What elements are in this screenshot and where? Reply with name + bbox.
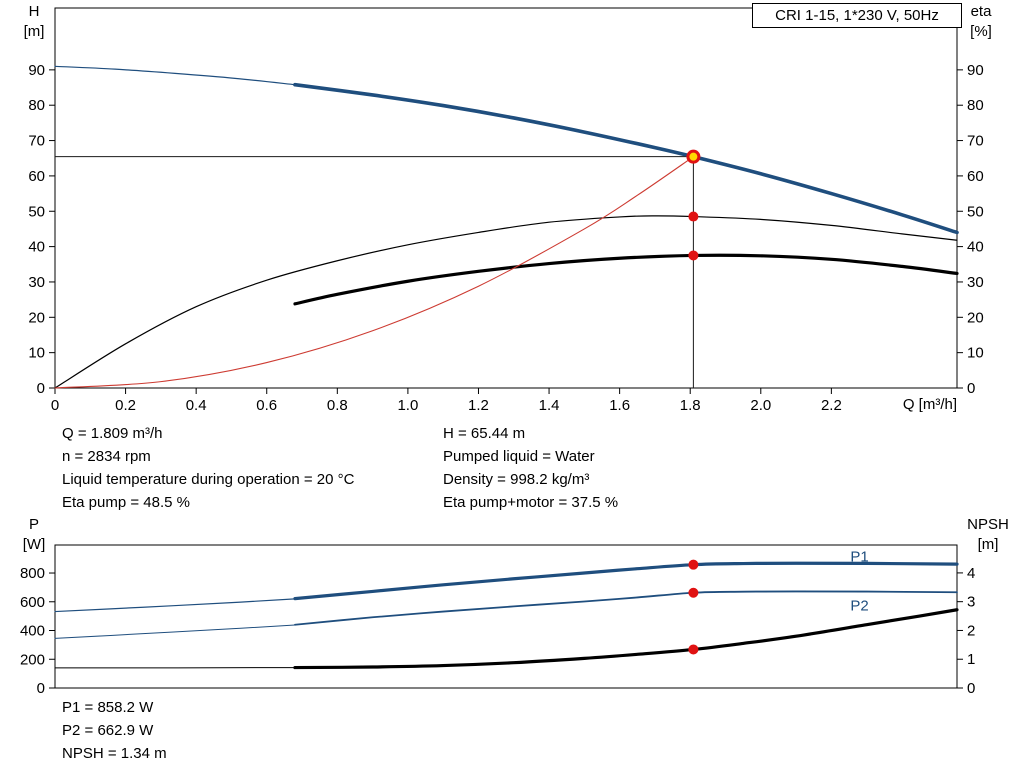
npsh-curve <box>293 608 959 670</box>
x-tick-label: 0.6 <box>256 397 277 414</box>
p2-curve-label: P2 <box>850 597 868 614</box>
duty-point[interactable] <box>686 149 701 164</box>
info-eta-pump: Eta pump = 48.5 % <box>62 494 190 511</box>
info-p1: P1 = 858.2 W <box>62 699 154 716</box>
y-left-tick-label: 60 <box>28 168 45 185</box>
npsh-axis-title-line2: [m] <box>977 536 999 553</box>
y-left-tick-label: 800 <box>20 565 45 582</box>
system-curve <box>54 156 694 389</box>
y-right-tick-label: 30 <box>967 274 984 291</box>
y-right-tick-label: 60 <box>967 168 984 185</box>
y-left-tick-label: 10 <box>28 345 45 362</box>
eta-pump-motor-curve <box>293 253 959 306</box>
y-right-tick-label: 10 <box>967 345 984 362</box>
power-info: P1 = 858.2 W P2 = 662.9 W NPSH = 1.34 m <box>62 696 167 765</box>
head-axis-title: H [m] <box>14 2 54 42</box>
x-tick-label: 1.4 <box>539 397 560 414</box>
npsh-axis-title-line1: NPSH <box>967 516 1009 533</box>
y-left-tick-label: 20 <box>28 309 45 326</box>
npsh-point <box>688 644 699 655</box>
plot-frame <box>54 544 958 689</box>
p1-curve <box>293 561 959 601</box>
y-right-tick-label: 0 <box>967 380 975 397</box>
y-right-tick-label: 80 <box>967 97 984 114</box>
y-right-tick-label: 90 <box>967 62 984 79</box>
flow-axis-title: Q [m³/h] <box>902 396 957 413</box>
y-right-tick-label: 0 <box>967 680 975 697</box>
y-left-tick-label: 40 <box>28 239 45 256</box>
eta-motor-point <box>688 250 699 261</box>
head-axis-title-line2: [m] <box>23 23 45 40</box>
y-left-tick-label: 80 <box>28 97 45 114</box>
x-tick-label: 0.4 <box>186 397 207 414</box>
y-right-tick-label: 70 <box>967 133 984 150</box>
x-tick-label: 0.8 <box>327 397 348 414</box>
head-curve <box>293 82 959 235</box>
y-left-tick-label: 30 <box>28 274 45 291</box>
info-npsh: NPSH = 1.34 m <box>62 745 167 762</box>
power-axis-title-line1: P <box>28 516 39 533</box>
eta-pump-curve <box>54 215 958 389</box>
info-speed: n = 2834 rpm <box>62 448 151 465</box>
p1-point <box>688 559 699 570</box>
npsh-axis-title: NPSH [m] <box>962 515 1014 555</box>
info-head: H = 65.44 m <box>443 425 526 442</box>
info-p2: P2 = 662.9 W <box>62 722 154 739</box>
y-left-tick-label: 400 <box>20 623 45 640</box>
info-density: Density = 998.2 kg/m³ <box>443 471 590 488</box>
eta-axis-title-line2: [%] <box>970 23 992 40</box>
y-right-tick-label: 40 <box>967 239 984 256</box>
x-tick-label: 0.2 <box>115 397 136 414</box>
y-left-tick-label: 50 <box>28 203 45 220</box>
head-curve-lead <box>54 65 296 86</box>
hq-eta-chart: 0 0.2 0.4 0.6 0.8 1.0 1.2 1.4 1.6 1.8 2.0 2.2 0 10 20 3… <box>28 7 984 414</box>
y-left-tick-label: 200 <box>20 651 45 668</box>
y-right-tick-label: 4 <box>967 565 975 582</box>
plot-frame <box>54 7 958 389</box>
y-left-tick-label: 0 <box>37 680 45 697</box>
y-right-tick-label: 20 <box>967 309 984 326</box>
x-tick-label: 1.2 <box>468 397 489 414</box>
y-left-tick-label: 600 <box>20 594 45 611</box>
y-left-tick-label: 90 <box>28 62 45 79</box>
eta-pump-point <box>688 211 699 222</box>
y-left-tick-label: 0 <box>37 380 45 397</box>
p2-point <box>688 587 699 598</box>
y-right-tick-label: 2 <box>967 622 975 639</box>
x-tick-label: 0 <box>51 397 59 414</box>
y-right-tick-label: 50 <box>967 203 984 220</box>
x-tick-label: 1.0 <box>397 397 418 414</box>
info-pumped-liquid: Pumped liquid = Water <box>443 448 595 465</box>
p1-curve-label: P1 <box>850 549 868 566</box>
duty-info-right: H = 65.44 m Pumped liquid = Water Densit… <box>443 422 618 514</box>
p2-curve <box>294 590 958 626</box>
eta-axis-title-line1: eta <box>970 3 992 20</box>
y-left-tick-label: 70 <box>28 133 45 150</box>
x-tick-label: 1.6 <box>609 397 630 414</box>
x-tick-label: 2.2 <box>821 397 842 414</box>
p2-curve-lead <box>54 624 296 639</box>
p1-curve-lead <box>54 598 296 613</box>
info-eta-pump-motor: Eta pump+motor = 37.5 % <box>443 494 619 511</box>
info-liquid-temperature: Liquid temperature during operation = 20… <box>62 471 355 488</box>
eta-axis-title: eta [%] <box>958 2 1004 42</box>
head-axis-title-line1: H <box>28 3 40 20</box>
info-flow: Q = 1.809 m³/h <box>62 425 163 442</box>
power-axis-title-line2: [W] <box>22 536 46 553</box>
x-tick-label: 1.8 <box>680 397 701 414</box>
power-npsh-chart: 0 200 400 600 800 0 1 2 3 4 P1 P2 <box>20 544 975 697</box>
pump-title-box: CRI 1-15, 1*230 V, 50Hz <box>752 3 962 28</box>
duty-info-left: Q = 1.809 m³/h n = 2834 rpm Liquid tempe… <box>62 422 354 514</box>
y-right-tick-label: 1 <box>967 651 975 668</box>
y-right-tick-label: 3 <box>967 594 975 611</box>
x-tick-label: 2.0 <box>750 397 771 414</box>
power-axis-title: P [W] <box>14 515 54 555</box>
